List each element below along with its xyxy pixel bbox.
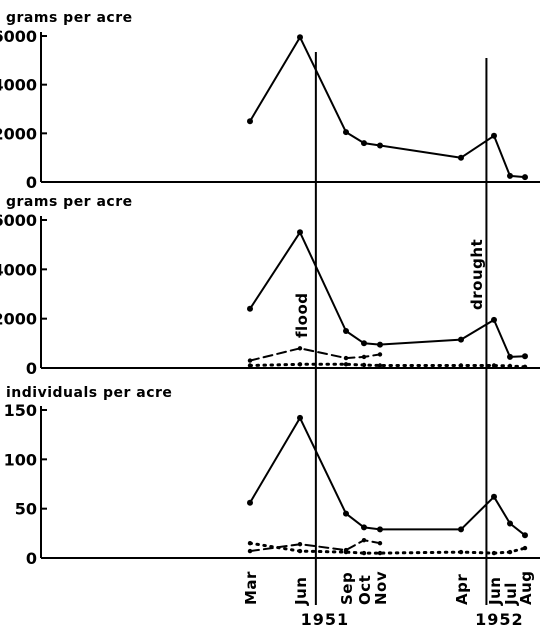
y-tick-label: 2000: [0, 310, 37, 329]
data-point: [343, 355, 349, 361]
year-label: 1952: [475, 610, 524, 629]
data-point: [507, 549, 513, 555]
y-tick-label: 4000: [0, 76, 37, 95]
data-point: [297, 34, 303, 41]
data-point: [343, 328, 349, 334]
data-point: [507, 363, 513, 369]
event-label-flood: flood: [293, 292, 311, 338]
series-line: [249, 416, 526, 537]
y-tick-label: 0: [26, 173, 37, 192]
data-point: [377, 363, 383, 368]
data-point: [247, 118, 253, 125]
y-tick-label: 2000: [0, 124, 37, 143]
data-point: [377, 352, 383, 357]
data-point: [491, 550, 497, 556]
x-tick-label: Jun: [486, 577, 504, 606]
series-line: [248, 362, 527, 369]
data-point: [361, 538, 367, 543]
event-markers: flood drought: [293, 52, 488, 605]
x-tick-label: Mar: [242, 571, 260, 605]
data-point: [522, 353, 528, 360]
data-point: [361, 550, 367, 556]
y-axis-label: individuals per acre: [6, 385, 172, 401]
data-point: [458, 526, 464, 533]
data-point: [458, 363, 464, 368]
data-point: [247, 548, 253, 554]
data-point: [297, 362, 303, 367]
y-tick-label: 0: [26, 359, 37, 378]
y-tick-label: 4000: [0, 260, 37, 279]
data-point: [491, 363, 497, 368]
data-point: [297, 542, 303, 547]
year-label: 1951: [301, 610, 350, 629]
data-point: [507, 172, 513, 179]
x-tick-label: Nov: [372, 571, 390, 605]
data-point: [491, 132, 497, 139]
data-point: [343, 129, 349, 136]
series-line: [249, 36, 526, 179]
data-point: [507, 353, 513, 360]
y-tick-label: 6000: [0, 27, 37, 46]
y-tick-label: 50: [15, 500, 37, 519]
panel-2: grams per acre 0 2000 4000 6000: [0, 194, 540, 378]
x-tick-label: Sep: [338, 572, 356, 605]
y-axis-label: grams per acre: [6, 10, 133, 26]
data-point: [343, 549, 349, 555]
series-dotted: [247, 541, 528, 556]
y-tick-label: 6000: [0, 211, 37, 230]
x-tick-label: Aug: [517, 570, 535, 605]
data-point: [247, 358, 253, 363]
data-point: [458, 154, 464, 161]
data-point: [247, 363, 253, 368]
x-tick-label: Jul: [502, 582, 520, 606]
x-tick-label: Jun: [292, 577, 310, 606]
data-point: [522, 364, 528, 369]
data-point: [491, 493, 497, 500]
series-line: [249, 539, 381, 553]
panel-1: grams per acre 0 2000 4000 6000: [0, 10, 540, 192]
series-dashed: [247, 346, 383, 363]
data-point: [361, 362, 367, 368]
y-axis-label: grams per acre: [6, 194, 133, 210]
data-point: [507, 520, 513, 527]
data-point: [522, 532, 528, 539]
data-point: [377, 142, 383, 149]
y-tick-label: 0: [26, 549, 37, 568]
data-point: [297, 548, 303, 554]
data-point: [377, 550, 383, 556]
chart-panels: grams per acre0200040006000grams per acr…: [0, 10, 540, 568]
data-point: [297, 229, 303, 236]
panel-3: individuals per acre 0 50 100 150: [4, 385, 540, 568]
data-point: [247, 305, 253, 312]
data-point: [522, 174, 528, 181]
x-tick-label: Oct: [356, 575, 374, 605]
data-point: [377, 526, 383, 533]
x-tick-label: Apr: [453, 574, 471, 605]
data-point: [377, 541, 383, 546]
y-tick-label: 150: [4, 401, 37, 420]
data-point: [491, 316, 497, 323]
data-point: [297, 346, 303, 351]
y-tick-label: 100: [4, 450, 37, 469]
event-label-drought: drought: [468, 239, 486, 310]
data-point: [377, 341, 383, 348]
data-point: [522, 545, 528, 551]
data-point: [247, 541, 253, 546]
data-point: [361, 340, 367, 347]
data-point: [297, 414, 303, 421]
data-point: [361, 524, 367, 531]
data-point: [458, 549, 464, 555]
data-point: [361, 140, 367, 147]
data-point: [343, 510, 349, 517]
data-point: [458, 336, 464, 343]
data-point: [361, 354, 367, 360]
data-point: [247, 499, 253, 506]
data-point: [343, 362, 349, 367]
